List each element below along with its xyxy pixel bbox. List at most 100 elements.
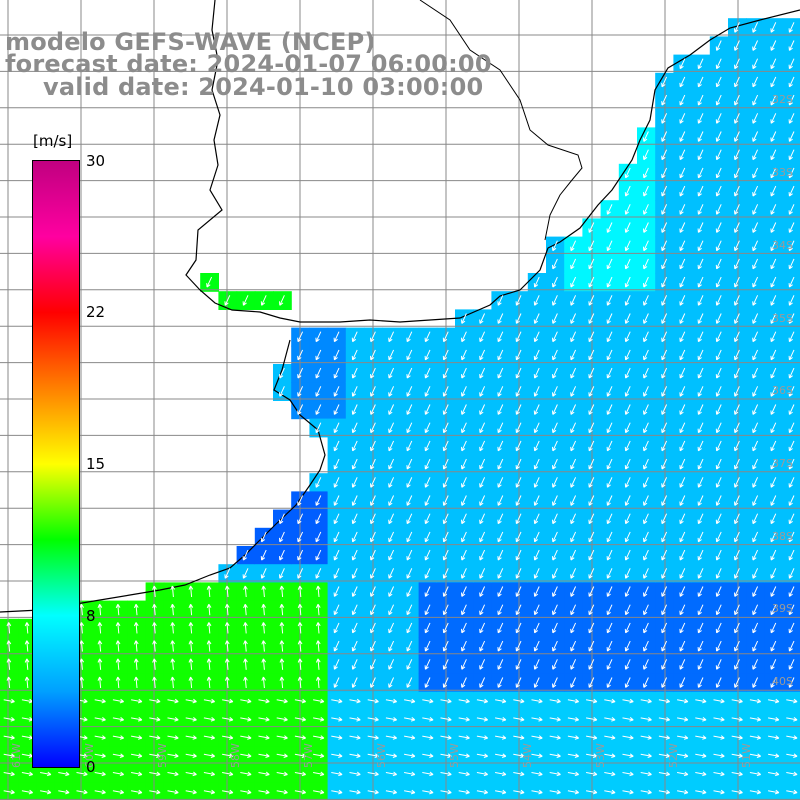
wind-arrow (315, 404, 322, 415)
wind-arrow (112, 771, 125, 777)
wind-arrow (206, 622, 212, 634)
wind-arrow (495, 698, 507, 704)
wind-arrow (697, 568, 704, 579)
wind-arrow (697, 640, 704, 652)
wind-arrow (734, 386, 740, 397)
wind-arrow (224, 585, 230, 598)
wind-arrow (351, 604, 358, 616)
wind-arrow (167, 698, 179, 704)
wind-arrow (661, 131, 668, 142)
wind-arrow (370, 440, 376, 452)
wind-arrow (752, 568, 759, 579)
wind-arrow (279, 513, 285, 525)
wind-arrow (533, 349, 540, 361)
wind-arrow (367, 735, 379, 740)
wind-arrow (3, 735, 15, 740)
wind-arrow (770, 113, 777, 124)
wind-arrow (788, 185, 795, 197)
wind-arrow (788, 113, 795, 124)
wind-arrow (715, 367, 722, 379)
wind-arrow (351, 367, 358, 379)
wind-arrow (570, 495, 577, 506)
wind-arrow (461, 404, 467, 415)
wind-arrow (442, 367, 449, 379)
wind-arrow (713, 698, 725, 704)
wind-arrow (385, 698, 398, 704)
wind-arrow (788, 604, 795, 616)
wind-arrow (695, 753, 707, 758)
wind-arrow (734, 113, 740, 124)
wind-arrow (770, 422, 777, 434)
wind-arrow (770, 513, 777, 525)
wind-arrow (6, 676, 12, 689)
wind-arrow (552, 568, 558, 579)
wind-arrow (440, 698, 452, 704)
wind-arrow (424, 677, 431, 688)
wind-arrow (94, 698, 106, 704)
wind-arrow (351, 677, 358, 688)
wind-arrow (658, 771, 671, 777)
wind-arrow (640, 753, 652, 758)
wind-arrow (497, 495, 504, 506)
wind-arrow (786, 753, 798, 758)
wind-arrow (40, 771, 52, 777)
wind-arrow (734, 258, 740, 270)
wind-arrow (406, 440, 413, 452)
wind-arrow (788, 622, 795, 634)
wind-arrow (513, 789, 525, 795)
wind-arrow (788, 58, 795, 70)
wind-arrow (240, 789, 252, 795)
wind-arrow (604, 753, 616, 758)
wind-arrow (294, 753, 307, 758)
wind-arrow (276, 735, 288, 740)
wind-arrow (734, 586, 740, 597)
wind-arrow (788, 167, 795, 179)
wind-arrow (461, 659, 467, 670)
wind-arrow (424, 531, 431, 543)
wind-arrow (406, 677, 413, 688)
wind-arrow (533, 386, 540, 397)
wind-arrow (679, 240, 686, 252)
wind-arrow (788, 404, 795, 415)
wind-arrow (552, 440, 558, 452)
wind-arrow (297, 676, 303, 689)
wind-arrow (533, 586, 540, 597)
wind-arrow (313, 753, 325, 758)
wind-arrow (788, 76, 795, 88)
wind-arrow (679, 495, 686, 506)
wind-arrow (152, 640, 157, 652)
wind-arrow (351, 440, 358, 452)
wind-arrow (697, 149, 704, 161)
wind-arrow (697, 386, 704, 397)
wind-arrow (424, 622, 431, 634)
wind-arrow (643, 458, 649, 470)
wind-arrow (604, 735, 616, 740)
wind-arrow (606, 404, 613, 415)
wind-arrow (586, 753, 598, 758)
wind-arrow (570, 313, 577, 324)
wind-arrow (422, 717, 434, 722)
wind-arrow (697, 185, 704, 197)
wind-arrow (370, 531, 376, 543)
wind-arrow (315, 477, 322, 488)
wind-arrow (624, 677, 631, 688)
wind-arrow (570, 604, 577, 616)
wind-arrow (715, 240, 722, 252)
wind-arrow (424, 367, 431, 379)
wind-arrow (442, 386, 449, 397)
wind-arrow (224, 568, 231, 579)
wind-arrow (643, 240, 649, 252)
wind-arrow (643, 131, 649, 142)
wind-arrow (734, 76, 740, 88)
wind-arrow (94, 789, 106, 795)
wind-arrow (552, 404, 558, 415)
wind-arrow (679, 549, 686, 561)
lon-label: 55W (448, 743, 461, 768)
wind-arrow (768, 753, 780, 758)
wind-arrow (770, 167, 777, 179)
wind-arrow (679, 477, 686, 488)
wind-arrow (588, 258, 595, 270)
wind-arrow (422, 789, 434, 795)
wind-arrow (406, 367, 413, 379)
wind-arrow (588, 549, 595, 561)
